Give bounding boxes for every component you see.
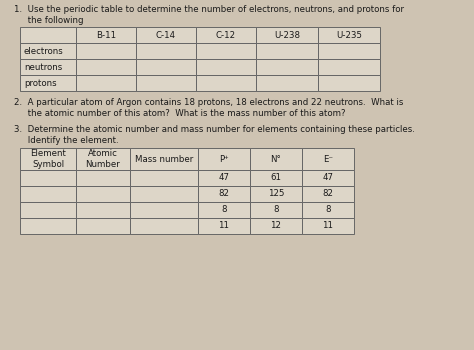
Bar bbox=[20, 218, 76, 234]
Bar bbox=[196, 27, 256, 43]
Bar bbox=[302, 186, 354, 202]
Bar bbox=[136, 75, 196, 91]
Bar bbox=[318, 43, 380, 59]
Bar bbox=[20, 186, 76, 202]
Bar bbox=[76, 202, 130, 218]
Bar bbox=[20, 202, 76, 218]
Text: the following: the following bbox=[14, 16, 83, 25]
Bar bbox=[302, 148, 354, 170]
Bar bbox=[136, 43, 196, 59]
Text: 1.  Use the periodic table to determine the number of electrons, neutrons, and p: 1. Use the periodic table to determine t… bbox=[14, 5, 404, 14]
Bar bbox=[250, 218, 302, 234]
Text: 47: 47 bbox=[322, 174, 334, 182]
Bar bbox=[196, 75, 256, 91]
Bar bbox=[198, 218, 250, 234]
Bar bbox=[250, 170, 302, 186]
Bar bbox=[198, 202, 250, 218]
Bar bbox=[318, 75, 380, 91]
Bar bbox=[198, 170, 250, 186]
Text: C-12: C-12 bbox=[216, 30, 236, 40]
Text: 8: 8 bbox=[221, 205, 227, 215]
Text: P⁺: P⁺ bbox=[219, 154, 229, 163]
Text: E⁻: E⁻ bbox=[323, 154, 333, 163]
Bar bbox=[20, 148, 76, 170]
Bar bbox=[196, 59, 256, 75]
Text: 2.  A particular atom of Argon contains 18 protons, 18 electrons and 22 neutrons: 2. A particular atom of Argon contains 1… bbox=[14, 98, 403, 107]
Bar bbox=[20, 27, 76, 43]
Text: electrons: electrons bbox=[24, 47, 64, 56]
Bar bbox=[256, 43, 318, 59]
Bar bbox=[76, 27, 136, 43]
Bar bbox=[76, 59, 136, 75]
Bar bbox=[130, 202, 198, 218]
Bar bbox=[76, 148, 130, 170]
Text: the atomic number of this atom?  What is the mass number of this atom?: the atomic number of this atom? What is … bbox=[14, 109, 346, 118]
Text: 82: 82 bbox=[322, 189, 334, 198]
Bar bbox=[302, 218, 354, 234]
Text: 11: 11 bbox=[219, 222, 229, 231]
Bar bbox=[136, 59, 196, 75]
Bar bbox=[198, 148, 250, 170]
Bar bbox=[130, 170, 198, 186]
Text: 12: 12 bbox=[271, 222, 282, 231]
Bar bbox=[76, 186, 130, 202]
Bar bbox=[76, 218, 130, 234]
Bar bbox=[130, 218, 198, 234]
Bar bbox=[20, 59, 76, 75]
Bar bbox=[136, 27, 196, 43]
Bar bbox=[130, 186, 198, 202]
Text: 47: 47 bbox=[219, 174, 229, 182]
Text: neutrons: neutrons bbox=[24, 63, 62, 71]
Bar bbox=[76, 170, 130, 186]
Bar bbox=[250, 202, 302, 218]
Text: 125: 125 bbox=[268, 189, 284, 198]
Bar bbox=[256, 75, 318, 91]
Text: C-14: C-14 bbox=[156, 30, 176, 40]
Text: U-238: U-238 bbox=[274, 30, 300, 40]
Text: 82: 82 bbox=[219, 189, 229, 198]
Bar bbox=[250, 148, 302, 170]
Bar bbox=[20, 43, 76, 59]
Bar bbox=[198, 186, 250, 202]
Text: Atomic
Number: Atomic Number bbox=[86, 149, 120, 169]
Bar bbox=[256, 27, 318, 43]
Text: N°: N° bbox=[271, 154, 282, 163]
Bar bbox=[318, 59, 380, 75]
Text: Element
Symbol: Element Symbol bbox=[30, 149, 66, 169]
Bar bbox=[302, 170, 354, 186]
Bar bbox=[250, 186, 302, 202]
Text: U-235: U-235 bbox=[336, 30, 362, 40]
Bar bbox=[302, 202, 354, 218]
Text: 8: 8 bbox=[273, 205, 279, 215]
Text: 11: 11 bbox=[322, 222, 334, 231]
Bar bbox=[130, 148, 198, 170]
Bar bbox=[318, 27, 380, 43]
Bar bbox=[76, 43, 136, 59]
Text: Identify the element.: Identify the element. bbox=[14, 136, 118, 145]
Bar bbox=[256, 59, 318, 75]
Text: Mass number: Mass number bbox=[135, 154, 193, 163]
Bar bbox=[76, 75, 136, 91]
Text: 8: 8 bbox=[325, 205, 331, 215]
Text: 3.  Determine the atomic number and mass number for elements containing these pa: 3. Determine the atomic number and mass … bbox=[14, 125, 415, 134]
Bar bbox=[20, 170, 76, 186]
Text: B-11: B-11 bbox=[96, 30, 116, 40]
Bar bbox=[196, 43, 256, 59]
Bar bbox=[20, 75, 76, 91]
Text: 61: 61 bbox=[271, 174, 282, 182]
Text: protons: protons bbox=[24, 78, 56, 88]
